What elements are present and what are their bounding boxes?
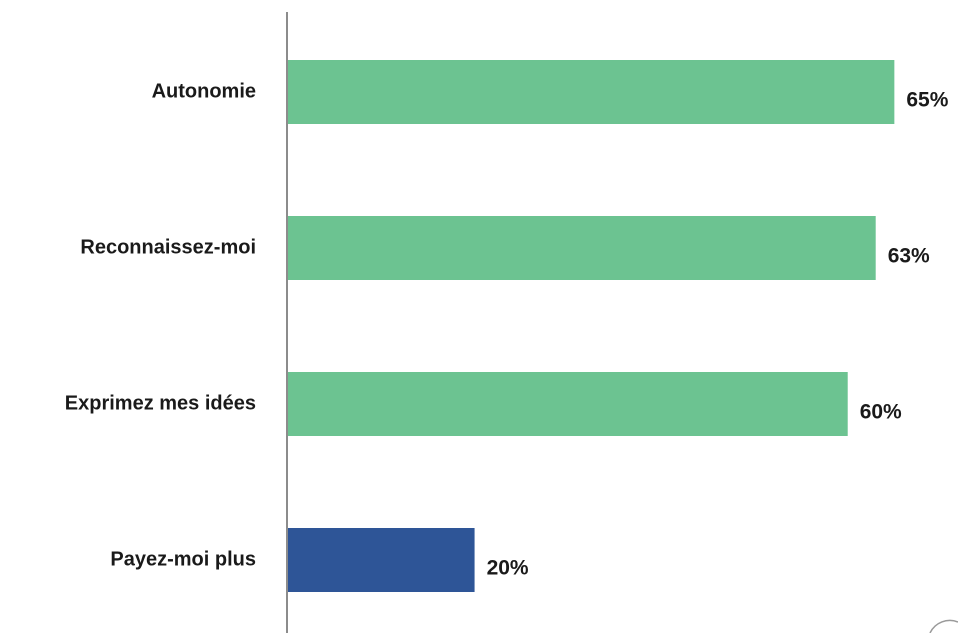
bar-1	[288, 60, 895, 124]
bar-2	[288, 216, 876, 280]
value-label-2: 63%	[888, 245, 930, 268]
value-label-3: 60%	[860, 401, 902, 424]
bar-3	[288, 372, 848, 436]
value-label-1: 65%	[906, 89, 948, 112]
category-label-2: Reconnaissez-moi	[80, 236, 256, 258]
value-labels: 65% 63% 60% 20%	[487, 89, 949, 580]
category-labels: Autonomie Reconnaissez-moi Exprimez mes id…	[65, 80, 256, 570]
category-label-4: Payez-moi plus	[110, 548, 256, 570]
corner-arc-decoration	[929, 619, 958, 633]
category-label-3: Exprimez mes idées	[65, 392, 256, 414]
bar-4	[288, 528, 475, 592]
category-label-1: Autonomie	[152, 80, 256, 102]
bars-group	[288, 60, 895, 592]
value-label-4: 20%	[487, 557, 529, 580]
